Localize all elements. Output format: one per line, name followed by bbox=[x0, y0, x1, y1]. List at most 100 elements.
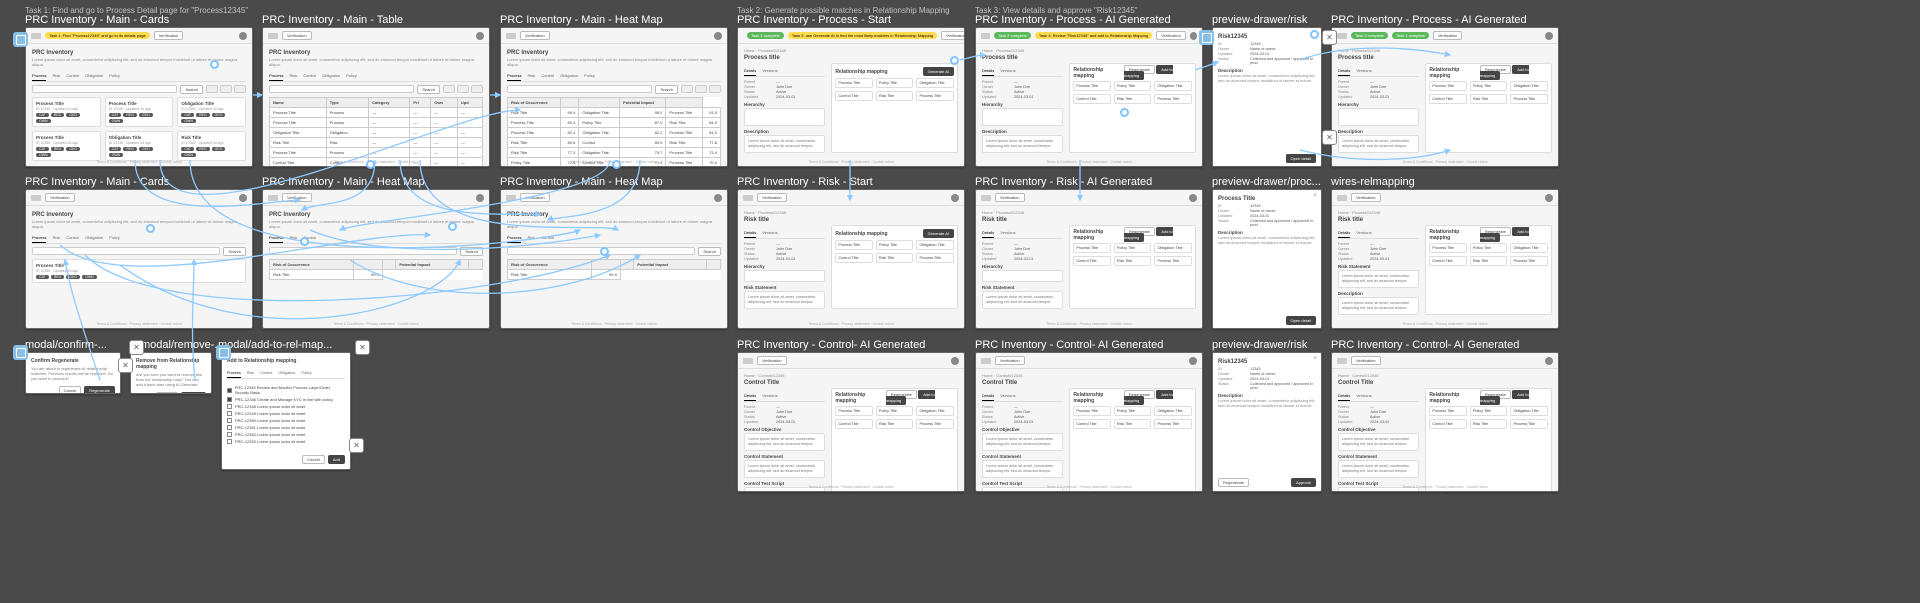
view-cards-icon[interactable] bbox=[443, 85, 455, 93]
breadcrumb[interactable]: Home · Control012345 bbox=[982, 373, 1196, 378]
tab-process[interactable]: Process bbox=[269, 71, 283, 81]
table-header[interactable]: Upd bbox=[457, 97, 482, 107]
tab-details[interactable]: Details bbox=[1338, 66, 1350, 76]
checkbox-row[interactable]: PRC-12353 Lorem ipsum dolor sit amet bbox=[227, 439, 345, 444]
inventory-card[interactable]: Process Title ID 12345 · Updated 2d ago … bbox=[32, 259, 246, 283]
flow-close-icon[interactable] bbox=[118, 358, 133, 373]
table-header[interactable] bbox=[620, 259, 634, 269]
hierarchy-tree[interactable] bbox=[1338, 108, 1419, 126]
tab-details[interactable]: Details bbox=[982, 66, 994, 76]
relmap-card[interactable]: Process Title bbox=[1154, 256, 1192, 266]
inventory-card[interactable]: Obligation Title ID 12345 · Updated 2d a… bbox=[105, 131, 174, 161]
table-header[interactable] bbox=[561, 97, 579, 107]
link-node[interactable] bbox=[600, 247, 609, 256]
verification-button[interactable]: Verification bbox=[941, 31, 965, 40]
relmap-card[interactable]: Process Title bbox=[1429, 243, 1467, 253]
verification-button[interactable]: Verification bbox=[45, 193, 75, 202]
inventory-card[interactable]: Process Title ID 12345 · Updated 2d ago … bbox=[32, 131, 101, 161]
checkbox-icon[interactable] bbox=[227, 411, 232, 416]
remove-button[interactable]: Remove bbox=[181, 392, 206, 394]
tab-policy[interactable]: Policy bbox=[109, 233, 120, 243]
table-row[interactable]: Process TitleProcess———— bbox=[270, 107, 483, 117]
relmap-card[interactable]: Process Title bbox=[916, 419, 954, 429]
verification-button[interactable]: Verification bbox=[282, 193, 312, 202]
table-row[interactable]: Risk Title77.3Obligation Title75.7Proces… bbox=[508, 147, 721, 157]
tab-process[interactable]: Process bbox=[507, 233, 521, 243]
relmap-card[interactable]: Policy Title bbox=[876, 78, 914, 88]
tab-risk[interactable]: Risk bbox=[527, 233, 535, 243]
relmap-card[interactable]: Process Title bbox=[1154, 94, 1192, 104]
table-row[interactable]: Process Title89.3Policy Title87.0Risk Ti… bbox=[508, 117, 721, 127]
search-input[interactable] bbox=[507, 85, 652, 93]
tab-details[interactable]: Details bbox=[1338, 228, 1350, 238]
search-button[interactable]: Search bbox=[223, 247, 246, 256]
relmap-card[interactable]: Policy Title bbox=[1114, 81, 1152, 91]
tab-details[interactable]: Details bbox=[1338, 391, 1350, 401]
verification-button[interactable]: Verification bbox=[1351, 193, 1381, 202]
breadcrumb[interactable]: Home · Process012345 bbox=[1338, 48, 1552, 53]
frame-wires-relmapping[interactable]: Verification Home · Process012345 Risk t… bbox=[1331, 189, 1559, 329]
tab-versions[interactable]: Versions bbox=[762, 228, 777, 238]
frame-main-table[interactable]: Verification PRC Inventory Lorem ipsum d… bbox=[262, 27, 490, 167]
flow-start-icon[interactable] bbox=[216, 345, 231, 360]
checkbox-icon[interactable] bbox=[227, 425, 232, 430]
table-header[interactable]: Type bbox=[326, 97, 368, 107]
search-button[interactable]: Search bbox=[460, 247, 483, 256]
tab-control[interactable]: Control bbox=[541, 233, 554, 243]
frame-process-start[interactable]: Task 1 complete Task 2: use Generate AI … bbox=[737, 27, 965, 167]
table-row[interactable]: Risk Title99.9 bbox=[270, 269, 483, 279]
checkbox-row[interactable]: PRC-12352 Lorem ipsum dolor sit amet bbox=[227, 432, 345, 437]
cancel-button[interactable]: Cancel bbox=[302, 455, 324, 464]
heatmap-table[interactable]: Risk of OccurrencePotential ImpactRisk T… bbox=[507, 97, 721, 167]
relmap-card[interactable]: Policy Title bbox=[876, 406, 914, 416]
tab-obligation[interactable]: Obligation bbox=[322, 71, 340, 81]
relmap-card[interactable]: Control Title bbox=[1073, 256, 1111, 266]
avatar[interactable] bbox=[714, 194, 722, 202]
search-button[interactable]: Search bbox=[417, 85, 440, 94]
tab-details[interactable]: Details bbox=[982, 391, 994, 401]
hierarchy-tree[interactable] bbox=[744, 108, 825, 126]
relmap-card[interactable]: Control Title bbox=[1429, 419, 1467, 429]
close-icon[interactable]: × bbox=[1313, 356, 1317, 362]
add-button[interactable]: Add bbox=[328, 455, 345, 464]
relmap-card[interactable]: Obligation Title bbox=[1510, 81, 1548, 91]
frame-main-heatmap-2[interactable]: Verification PRC Inventory Lorem ipsum d… bbox=[262, 189, 490, 329]
verification-button[interactable]: Verification bbox=[520, 193, 550, 202]
table-header[interactable]: Pri bbox=[410, 97, 431, 107]
relmap-card[interactable]: Risk Title bbox=[1470, 94, 1508, 104]
cancel-button[interactable]: Cancel bbox=[156, 392, 178, 394]
relmap-card[interactable]: Process Title bbox=[1510, 94, 1548, 104]
table-row[interactable]: Risk Title80.6Control80.0Risk Title77.8 bbox=[508, 137, 721, 147]
tab-details[interactable]: Details bbox=[744, 66, 756, 76]
relmap-card[interactable]: Obligation Title bbox=[916, 78, 954, 88]
relmap-card[interactable]: Process Title bbox=[916, 253, 954, 263]
relmap-card[interactable]: Control Title bbox=[1073, 419, 1111, 429]
view-heat-icon[interactable] bbox=[709, 85, 721, 93]
tab-process[interactable]: Process bbox=[32, 71, 46, 81]
verification-button[interactable]: Verification bbox=[282, 31, 312, 40]
avatar[interactable] bbox=[476, 32, 484, 40]
table-header[interactable] bbox=[354, 259, 383, 269]
tab-details[interactable]: Details bbox=[982, 228, 994, 238]
checkbox-list[interactable]: PRC-12345 Review and Monitor Process Lay… bbox=[227, 385, 345, 446]
tab-policy[interactable]: Policy bbox=[301, 369, 311, 378]
table-row[interactable]: Risk Title99.9 bbox=[508, 269, 721, 279]
tab-risk[interactable]: Risk bbox=[289, 233, 297, 243]
tab-policy[interactable]: Policy bbox=[346, 71, 357, 81]
frame-main-heatmap[interactable]: Verification PRC Inventory Lorem ipsum d… bbox=[500, 27, 728, 167]
checkbox-icon[interactable] bbox=[227, 404, 232, 409]
frame-drawer-risk-2[interactable]: × Risk12345 ID12345 OwnerName of owner U… bbox=[1212, 352, 1322, 492]
avatar[interactable] bbox=[951, 357, 959, 365]
flow-close-icon[interactable] bbox=[1322, 30, 1337, 45]
checkbox-icon[interactable] bbox=[227, 397, 232, 402]
avatar[interactable] bbox=[476, 194, 484, 202]
avatar[interactable] bbox=[1190, 32, 1197, 40]
generate-ai-button[interactable]: Generate AI bbox=[923, 229, 954, 238]
search-button[interactable]: Search bbox=[655, 85, 678, 94]
breadcrumb[interactable]: Home · Process012345 bbox=[744, 210, 958, 215]
flow-close-icon[interactable] bbox=[349, 438, 364, 453]
table-header[interactable]: Potential Impact bbox=[396, 259, 469, 269]
tab-risk[interactable]: Risk bbox=[52, 71, 60, 81]
table-header[interactable] bbox=[382, 259, 396, 269]
tab-process[interactable]: Process bbox=[227, 369, 241, 378]
